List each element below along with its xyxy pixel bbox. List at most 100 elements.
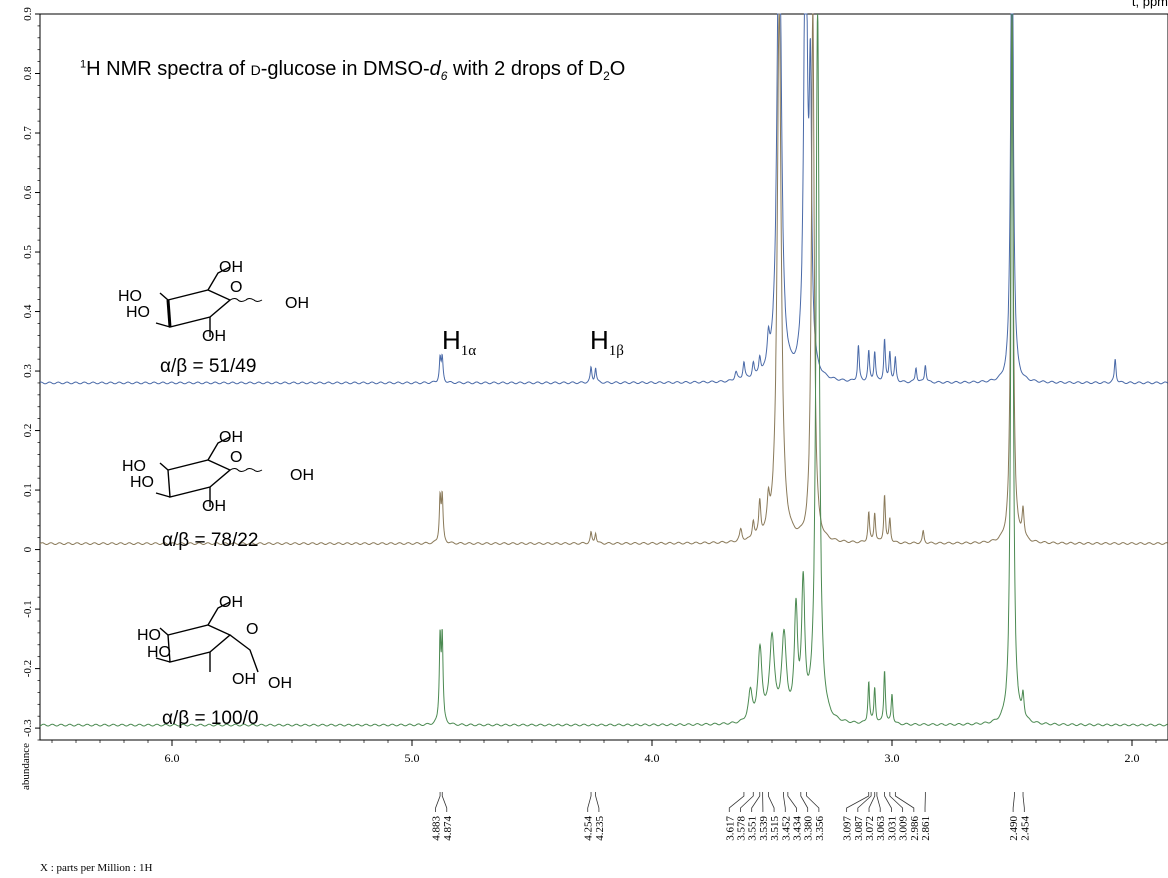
- y-tick-label: 0.4: [22, 304, 34, 318]
- y-tick-label: 0: [22, 546, 34, 552]
- x-axis: 6.0 5.0 4.0 3.0 2.0: [51, 740, 1157, 765]
- glucose-structure-2: [155, 436, 263, 507]
- mol1-oh-anomeric: OH: [285, 295, 309, 312]
- glucose-structure-3: [155, 601, 259, 673]
- peak-annotation-label: 3.097: [842, 816, 854, 841]
- peak-annotation-line: [884, 792, 892, 812]
- mol1-oh-bottom: OH: [202, 328, 226, 345]
- y-axis: 0.9 0.8 0.7 0.6 0.5 0.4 0.3 0.2 0.1 0 -0.1 -0.2 -0.3: [22, 7, 40, 741]
- peak-annotation-line: [787, 792, 797, 812]
- peak-annotation-line: [1022, 792, 1025, 812]
- peak-annotation-label: 3.087: [853, 816, 865, 841]
- y-axis-label: abundance: [20, 742, 32, 790]
- peak-annotation-label: 3.063: [875, 816, 887, 841]
- peak-annotation-line: [1012, 792, 1015, 812]
- peak-annotation-line: [587, 792, 592, 812]
- mol1-ho-left: HO: [118, 288, 142, 305]
- x-tick-label: 5.0: [405, 751, 420, 765]
- spectrum-line-2: [39, 13, 1168, 546]
- mol2-oh-anomeric: OH: [290, 467, 314, 484]
- mol2-o-ring: O: [230, 449, 243, 466]
- peak-annotation-label: 3.551: [747, 816, 759, 841]
- ratio-label-3: α/β = 100/0: [162, 708, 259, 729]
- chart-title: 1H NMR spectra of D-glucose in DMSO-d6 w…: [80, 58, 626, 83]
- mol1-ho-left2: HO: [126, 304, 150, 321]
- peak-annotation-label: 3.452: [780, 816, 792, 841]
- mol2-oh-top: OH: [219, 429, 243, 446]
- peak-annotation-label: 4.235: [594, 816, 606, 841]
- peak-annotation-label: 4.874: [442, 816, 454, 841]
- peak-annotation-label: 3.380: [803, 816, 815, 841]
- peak-annotation-line: [868, 792, 876, 812]
- h1-alpha-label: H1α: [442, 325, 477, 360]
- peak-annotation-line: [728, 792, 745, 812]
- mol3-oh-anomeric: OH: [268, 675, 292, 692]
- peak-annotation-line: [800, 792, 809, 812]
- spectra-group: [39, 13, 1168, 727]
- peak-annotation-label: 3.539: [758, 816, 770, 841]
- peak-annotations: 4.883 4.874 4.254 4.235 3.617 3.578 3.551 3.539…: [431, 792, 1031, 841]
- spectrum-line-1: [39, 13, 1168, 385]
- peak-annotation-line: [740, 792, 754, 812]
- mol3-ho-left: HO: [137, 627, 161, 644]
- y-tick-label: 0.3: [22, 364, 34, 378]
- mol2-ho-left2: HO: [130, 474, 154, 491]
- y-tick-label: 0.5: [22, 245, 34, 259]
- peak-annotation-line: [435, 792, 441, 812]
- peak-annotation-label: 3.578: [735, 816, 747, 841]
- ratio-label-1: α/β = 51/49: [160, 356, 257, 377]
- mol3-oh-top: OH: [219, 594, 243, 611]
- peak-annotation-label: 2.986: [909, 816, 921, 841]
- x-tick-label: 4.0: [645, 751, 660, 765]
- y-tick-label: 0.6: [22, 185, 34, 199]
- peak-annotation-label: 2.454: [1019, 816, 1031, 841]
- mol1-oh-top: OH: [219, 259, 243, 276]
- peak-annotation-line: [857, 792, 872, 812]
- peak-annotation-line: [441, 792, 448, 812]
- y-tick-label: 0.2: [22, 424, 34, 438]
- y-tick-label: -0.3: [22, 719, 34, 737]
- x-tick-label: 2.0: [1125, 751, 1140, 765]
- x-axis-title: X : parts per Million : 1H: [40, 862, 153, 874]
- y-tick-label: 0.1: [22, 483, 34, 497]
- mol3-oh-bottom: OH: [232, 671, 256, 688]
- x-tick-label: 3.0: [885, 751, 900, 765]
- y-tick-label: 0.7: [22, 126, 34, 140]
- peak-annotation-line: [751, 792, 761, 812]
- mol2-oh-bottom: OH: [202, 498, 226, 515]
- peak-annotation-line: [876, 792, 881, 812]
- peak-annotation-line: [595, 792, 600, 812]
- peak-annotation-label: 2.490: [1008, 816, 1020, 841]
- mol3-ho-left2: HO: [147, 644, 171, 661]
- glucose-structure-1: [155, 266, 263, 337]
- y-tick-label: 0.8: [22, 66, 34, 80]
- peak-annotation-label: 4.883: [431, 816, 443, 841]
- y-tick-label: 0.9: [22, 7, 34, 21]
- peak-annotation-line: [768, 792, 775, 812]
- peak-annotation-label: 3.617: [724, 816, 736, 841]
- spectrum-line-3: [39, 13, 1168, 727]
- peak-annotation-label: 3.515: [769, 816, 781, 841]
- x-tick-label: 6.0: [165, 751, 180, 765]
- peak-annotation-line: [889, 792, 904, 812]
- plot-frame: [39, 13, 1168, 741]
- peak-annotation-line: [894, 792, 915, 812]
- mol2-ho-left: HO: [122, 458, 146, 475]
- peak-annotation-label: 3.031: [886, 816, 898, 841]
- peak-annotation-label: 3.434: [791, 816, 803, 841]
- peak-annotation-label: 3.009: [898, 816, 910, 841]
- peak-annotation-line: [806, 792, 820, 812]
- y-tick-label: -0.2: [22, 660, 34, 677]
- peak-annotation-label: 3.072: [864, 816, 876, 841]
- peak-annotation-label: 3.356: [814, 816, 826, 841]
- top-right-fragment: t, ppm: [1131, 0, 1168, 9]
- peak-annotation-line: [846, 792, 870, 812]
- mol3-o-ring: O: [246, 621, 259, 638]
- mol1-o-ring: O: [230, 279, 243, 296]
- y-tick-label: -0.1: [22, 600, 34, 617]
- peak-annotation-label: 4.254: [583, 816, 595, 841]
- peak-annotation-line: [783, 792, 786, 812]
- ratio-label-2: α/β = 78/22: [162, 530, 259, 551]
